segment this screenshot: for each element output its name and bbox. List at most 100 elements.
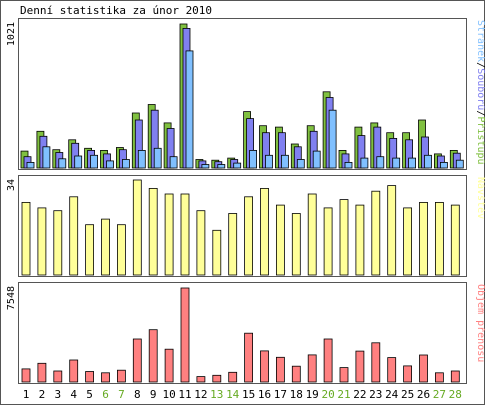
bar-pages-day-10 [169, 156, 178, 169]
day-label-23: 23 [369, 388, 382, 401]
bar-pages-day-26 [424, 154, 432, 169]
bar-pages-day-27 [439, 161, 448, 169]
bar-visits-day-3 [53, 210, 63, 276]
legend-pages: Stránek [475, 20, 485, 62]
panel-kbytes [18, 282, 467, 384]
day-label-4: 4 [70, 388, 77, 401]
legend-visits: Návštěv [475, 177, 485, 219]
bar-pages-day-8 [137, 149, 146, 169]
bar-pages-day-28 [455, 159, 464, 169]
day-label-7: 7 [118, 388, 125, 401]
bar-visits-day-20 [323, 207, 333, 276]
panel-hits-files-pages [18, 18, 467, 170]
bar-kbytes-day-25 [403, 365, 413, 383]
day-label-10: 10 [162, 388, 175, 401]
bar-pages-day-20 [328, 109, 337, 169]
day-label-3: 3 [54, 388, 61, 401]
bar-kbytes-day-5 [85, 371, 94, 383]
ymax-label-bottom: 7548 [6, 286, 17, 310]
bar-visits-day-2 [37, 207, 47, 276]
bar-kbytes-day-21 [339, 367, 349, 383]
bar-pages-day-19 [312, 150, 321, 169]
bar-kbytes-day-12 [196, 376, 206, 383]
bar-visits-day-11 [180, 193, 190, 276]
bar-pages-day-17 [280, 154, 289, 169]
bar-pages-day-15 [249, 149, 258, 169]
bar-kbytes-day-2 [37, 362, 47, 383]
bar-kbytes-day-10 [164, 348, 174, 383]
bar-visits-day-21 [339, 199, 349, 276]
bar-kbytes-day-27 [434, 372, 444, 383]
bar-visits-day-28 [450, 204, 460, 276]
day-label-27: 27 [433, 388, 446, 401]
bar-kbytes-day-24 [387, 357, 397, 383]
bar-visits-day-24 [387, 185, 397, 276]
bar-pages-day-7 [122, 159, 130, 169]
day-label-26: 26 [417, 388, 430, 401]
bar-visits-day-22 [355, 204, 365, 276]
bar-pages-day-4 [74, 155, 83, 169]
day-label-15: 15 [242, 388, 255, 401]
bar-pages-day-1 [26, 161, 35, 169]
bar-visits-day-15 [244, 196, 254, 276]
bar-pages-day-2 [42, 146, 51, 169]
day-label-13: 13 [210, 388, 223, 401]
bar-visits-day-5 [85, 224, 94, 276]
bar-kbytes-day-18 [291, 365, 301, 383]
day-label-1: 1 [23, 388, 30, 401]
bar-pages-day-18 [296, 159, 305, 169]
bar-visits-day-9 [148, 187, 158, 276]
day-label-17: 17 [274, 388, 287, 401]
day-label-8: 8 [134, 388, 141, 401]
bar-visits-day-26 [419, 201, 428, 276]
ymax-label-top: 1021 [6, 22, 17, 46]
bar-kbytes-day-26 [419, 354, 428, 383]
bars-kbytes [21, 287, 460, 383]
bar-kbytes-day-14 [228, 371, 238, 383]
bar-kbytes-day-16 [260, 350, 269, 383]
bar-kbytes-day-8 [132, 338, 142, 383]
bar-visits-day-17 [275, 204, 285, 276]
bar-pages-day-9 [153, 147, 162, 169]
chart-title: Denní statistika za únor 2010 [20, 4, 212, 17]
day-label-6: 6 [102, 388, 109, 401]
day-axis-labels: 1 2 3 4 5 6 7 8 9 10 11 12 13 14 15 16 17 18 19 20 21 22 23 24 2… [23, 388, 462, 401]
day-label-22: 22 [353, 388, 366, 401]
legend-top: Stránek/Souborů/Přístupů [475, 20, 485, 165]
bar-kbytes-day-20 [323, 338, 333, 383]
day-label-14: 14 [226, 388, 240, 401]
bar-pages-day-5 [90, 154, 98, 169]
bars-top [20, 23, 464, 169]
bar-kbytes-day-23 [371, 342, 381, 383]
bar-pages-day-22 [360, 157, 369, 169]
day-label-16: 16 [258, 388, 271, 401]
bar-pages-day-23 [376, 156, 385, 169]
ymax-label-middle: 34 [6, 179, 17, 191]
bar-visits-day-23 [371, 190, 381, 276]
bar-visits-day-25 [403, 207, 413, 276]
bar-kbytes-day-7 [117, 369, 126, 383]
bar-kbytes-day-15 [244, 332, 254, 383]
legend-kbytes: Objem přenosu [475, 284, 485, 362]
day-label-18: 18 [290, 388, 303, 401]
bar-visits-day-1 [21, 201, 31, 276]
bar-kbytes-day-4 [69, 359, 79, 383]
bar-visits-day-14 [228, 213, 238, 276]
bar-pages-day-6 [106, 160, 114, 169]
bar-pages-day-25 [408, 157, 417, 169]
day-label-19: 19 [306, 388, 319, 401]
bar-visits-day-4 [69, 196, 79, 276]
bar-kbytes-day-13 [212, 374, 222, 383]
bar-visits-day-12 [196, 210, 206, 276]
bar-pages-day-21 [344, 161, 353, 169]
bar-kbytes-day-22 [355, 350, 365, 383]
bar-pages-day-12 [201, 164, 210, 169]
bar-kbytes-day-17 [275, 356, 285, 383]
bar-visits-day-8 [132, 179, 142, 276]
day-label-5: 5 [86, 388, 93, 401]
legend-files: Souborů [475, 68, 485, 110]
day-label-28: 28 [449, 388, 462, 401]
bar-visits-day-6 [101, 218, 110, 276]
